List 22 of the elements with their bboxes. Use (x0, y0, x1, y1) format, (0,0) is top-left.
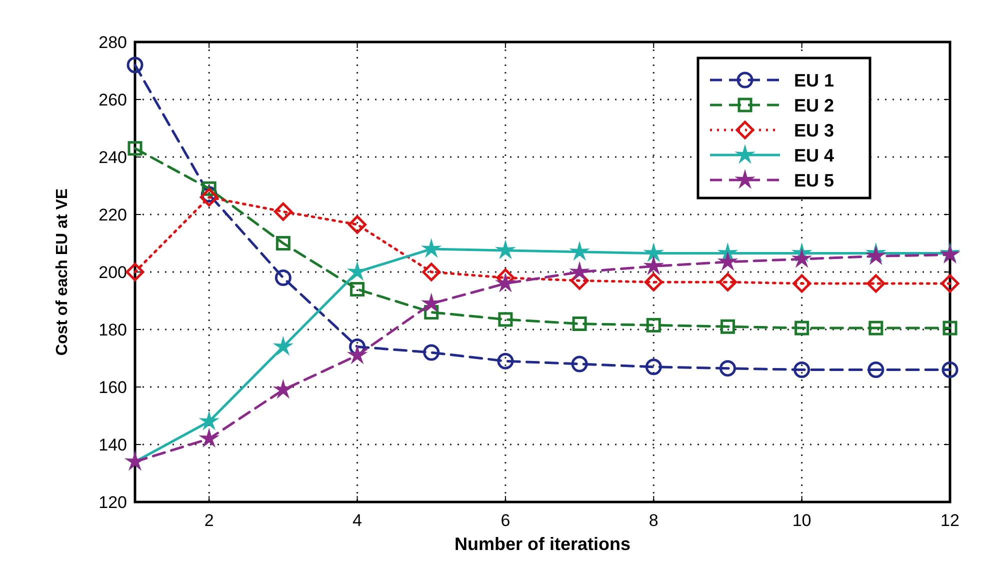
x-tick-label: 8 (648, 511, 658, 530)
y-tick-label: 200 (98, 262, 127, 282)
legend-label: EU 3 (794, 120, 834, 140)
legend-label: EU 5 (794, 170, 834, 190)
x-axis-title: Number of iterations (454, 534, 631, 554)
x-tick-label: 12 (940, 511, 960, 530)
y-tick-label: 220 (98, 205, 127, 224)
y-tick-label: 280 (98, 32, 127, 52)
legend-label: EU 4 (794, 145, 834, 166)
x-tick-label: 2 (204, 511, 214, 530)
y-tick-label: 240 (98, 148, 127, 167)
y-tick-label: 140 (98, 435, 127, 454)
x-tick-label: 10 (792, 511, 812, 530)
y-tick-label: 160 (98, 378, 127, 397)
y-tick-label: 180 (98, 320, 127, 340)
x-tick-label: 4 (352, 511, 362, 530)
legend-label: EU 1 (794, 70, 834, 90)
y-axis-title: Cost of each EU at VE (54, 188, 71, 356)
x-tick-label: 6 (500, 511, 510, 530)
y-tick-label: 120 (98, 492, 127, 512)
y-tick-label: 260 (98, 90, 127, 110)
legend-label: EU 2 (794, 95, 834, 116)
